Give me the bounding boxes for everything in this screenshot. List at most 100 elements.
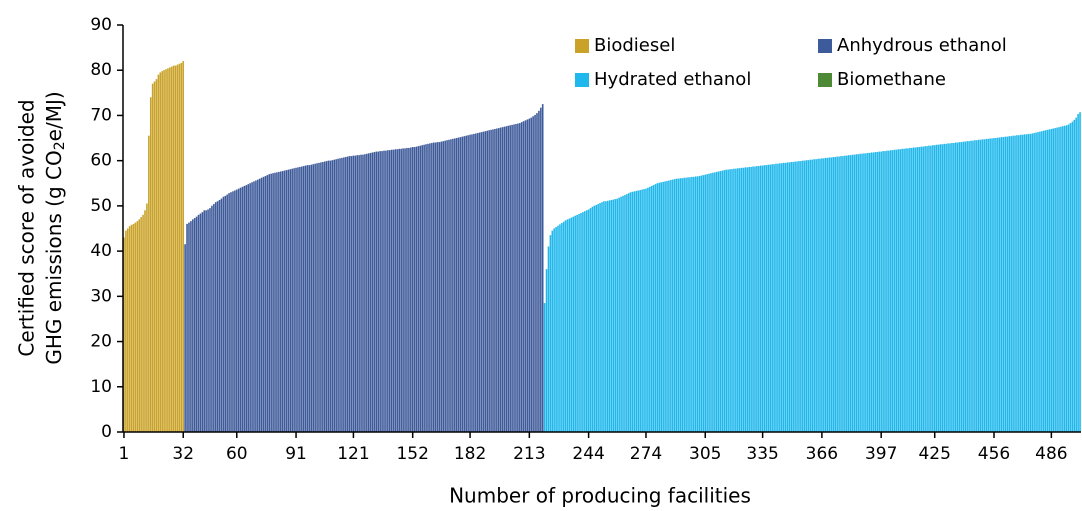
bar (172, 65, 175, 433)
bars (123, 61, 1081, 433)
bar (989, 138, 991, 433)
bar (677, 178, 680, 433)
bar (574, 215, 577, 433)
bar (622, 195, 624, 433)
bar (880, 151, 883, 433)
bar (754, 166, 756, 433)
y-tick-label: 60 (90, 151, 112, 171)
bar (1062, 126, 1064, 433)
bar (679, 178, 682, 433)
bar (889, 150, 892, 433)
bar (440, 141, 443, 433)
bar (142, 214, 144, 433)
bar (1040, 131, 1043, 433)
bar (773, 164, 775, 433)
bar (1054, 128, 1057, 433)
bar (784, 162, 787, 433)
bar (182, 61, 185, 433)
bar (878, 151, 881, 433)
bar (930, 145, 932, 433)
bar (499, 127, 502, 433)
bar (128, 226, 131, 433)
bar (394, 149, 397, 433)
bar (951, 142, 953, 433)
bar (197, 214, 200, 433)
bar (1019, 134, 1022, 433)
bar (297, 167, 299, 433)
bar (222, 196, 225, 433)
bar (541, 104, 544, 433)
x-tick-label: 1 (119, 444, 130, 464)
bar (409, 147, 412, 433)
bar (610, 199, 613, 433)
bar (364, 154, 366, 433)
bar (763, 165, 766, 433)
bar (922, 146, 925, 433)
bar (256, 179, 259, 433)
bar (1021, 134, 1024, 433)
bar (402, 148, 404, 433)
bar (981, 139, 984, 433)
bar (390, 149, 393, 433)
bar (612, 199, 615, 433)
bar (1056, 127, 1058, 433)
y-tick-label: 90 (90, 15, 112, 35)
bar (457, 137, 460, 433)
bar (459, 137, 462, 433)
bar (647, 187, 649, 433)
bar (849, 155, 852, 433)
bar (828, 157, 831, 433)
bar (195, 216, 198, 433)
x-tick-label: 121 (337, 444, 369, 464)
bar (752, 166, 754, 433)
bar (203, 210, 206, 433)
bar (641, 189, 643, 433)
bar (696, 176, 699, 433)
bar (960, 142, 963, 433)
bar (237, 188, 240, 433)
bar (513, 124, 515, 433)
bar (712, 172, 714, 433)
bar (650, 185, 653, 433)
bar (283, 170, 286, 433)
bar (985, 138, 988, 433)
bar (872, 152, 875, 433)
bar (882, 151, 884, 433)
bar (534, 114, 536, 433)
bar (633, 191, 636, 433)
bar (895, 149, 898, 433)
bar (1014, 135, 1016, 433)
bar (660, 182, 663, 433)
bar (344, 156, 347, 433)
bar (404, 148, 406, 433)
bar (953, 142, 955, 433)
bar (993, 137, 995, 433)
bar (998, 137, 1001, 433)
bar (224, 195, 227, 433)
bar (201, 212, 204, 433)
x-tick-label: 91 (285, 444, 307, 464)
bar (731, 169, 733, 433)
bar (1023, 134, 1026, 433)
bar (1002, 137, 1005, 433)
bar (765, 165, 768, 433)
bar (599, 203, 601, 433)
bar (193, 217, 196, 433)
bar (398, 148, 401, 433)
x-tick-label: 366 (806, 444, 838, 464)
bar (474, 133, 477, 433)
bar (333, 159, 336, 433)
bar (876, 151, 879, 433)
bar (199, 213, 202, 433)
bar (509, 125, 512, 433)
bar (1018, 135, 1020, 433)
bar (851, 154, 854, 433)
legend-swatch (818, 73, 832, 87)
bar (740, 167, 743, 433)
bar (834, 156, 837, 433)
bar (817, 158, 819, 433)
bar (1037, 132, 1039, 433)
bar (943, 143, 946, 433)
bar (511, 124, 513, 433)
